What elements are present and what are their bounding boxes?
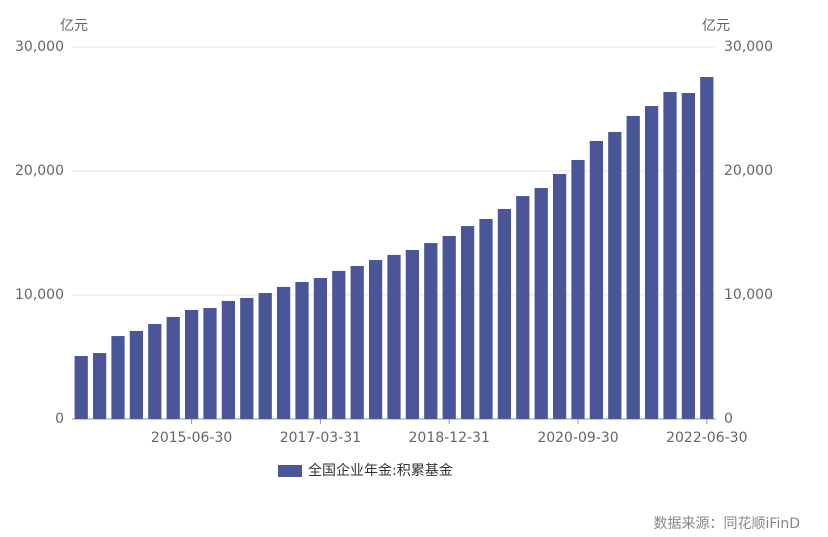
- bar: [681, 93, 696, 419]
- x-tick-label: 2017-03-31: [280, 430, 361, 446]
- bar: [663, 92, 677, 420]
- x-tick-label: 2018-12-31: [409, 430, 490, 446]
- bar: [111, 336, 125, 419]
- bar: [552, 173, 567, 419]
- y-tick-label: 20,000: [15, 163, 64, 179]
- bar: [442, 235, 456, 419]
- bar: [148, 324, 162, 419]
- y2-unit: 亿元: [702, 18, 730, 34]
- bar: [368, 260, 383, 419]
- legend-swatch: [278, 465, 302, 477]
- bar: [460, 226, 475, 419]
- y2-tick-label: 10,000: [724, 287, 773, 303]
- x-tick-label: 2020-09-30: [537, 430, 618, 446]
- bar: [644, 106, 659, 420]
- bar: [424, 243, 438, 419]
- bar: [700, 77, 714, 420]
- y2-tick-label: 0: [724, 411, 733, 427]
- bar: [295, 281, 309, 419]
- bar: [497, 208, 512, 419]
- bar: [626, 115, 640, 419]
- bar: [166, 316, 180, 419]
- bar: [92, 353, 107, 419]
- bar: [589, 140, 604, 419]
- y-unit: 亿元: [60, 18, 88, 34]
- bar: [74, 356, 88, 419]
- y-tick-label: 30,000: [15, 39, 64, 55]
- bar: [184, 310, 199, 419]
- bar: [129, 330, 144, 419]
- y-tick-label: 10,000: [15, 287, 64, 303]
- legend-label: 全国企业年金:积累基金: [308, 462, 453, 479]
- bar: [516, 196, 530, 419]
- x-tick-label: 2022-06-30: [666, 430, 747, 446]
- bar: [240, 297, 254, 419]
- y2-tick-label: 30,000: [724, 39, 773, 55]
- bar: [258, 293, 272, 419]
- y2-tick-label: 20,000: [724, 163, 773, 179]
- bar: [479, 218, 493, 419]
- bar: [534, 187, 548, 419]
- source: 数据来源：同花顺iFinD: [654, 516, 800, 532]
- bar: [350, 265, 364, 419]
- bar: [608, 131, 622, 419]
- bar: [571, 159, 585, 420]
- y-tick-label: 0: [55, 411, 64, 427]
- bar: [332, 270, 346, 419]
- bar: [203, 308, 217, 419]
- x-tick-label: 2015-06-30: [151, 430, 232, 446]
- bar: [387, 254, 401, 419]
- bar: [405, 249, 420, 419]
- bar: [276, 286, 291, 419]
- bar: [313, 278, 328, 419]
- bar: [221, 300, 236, 419]
